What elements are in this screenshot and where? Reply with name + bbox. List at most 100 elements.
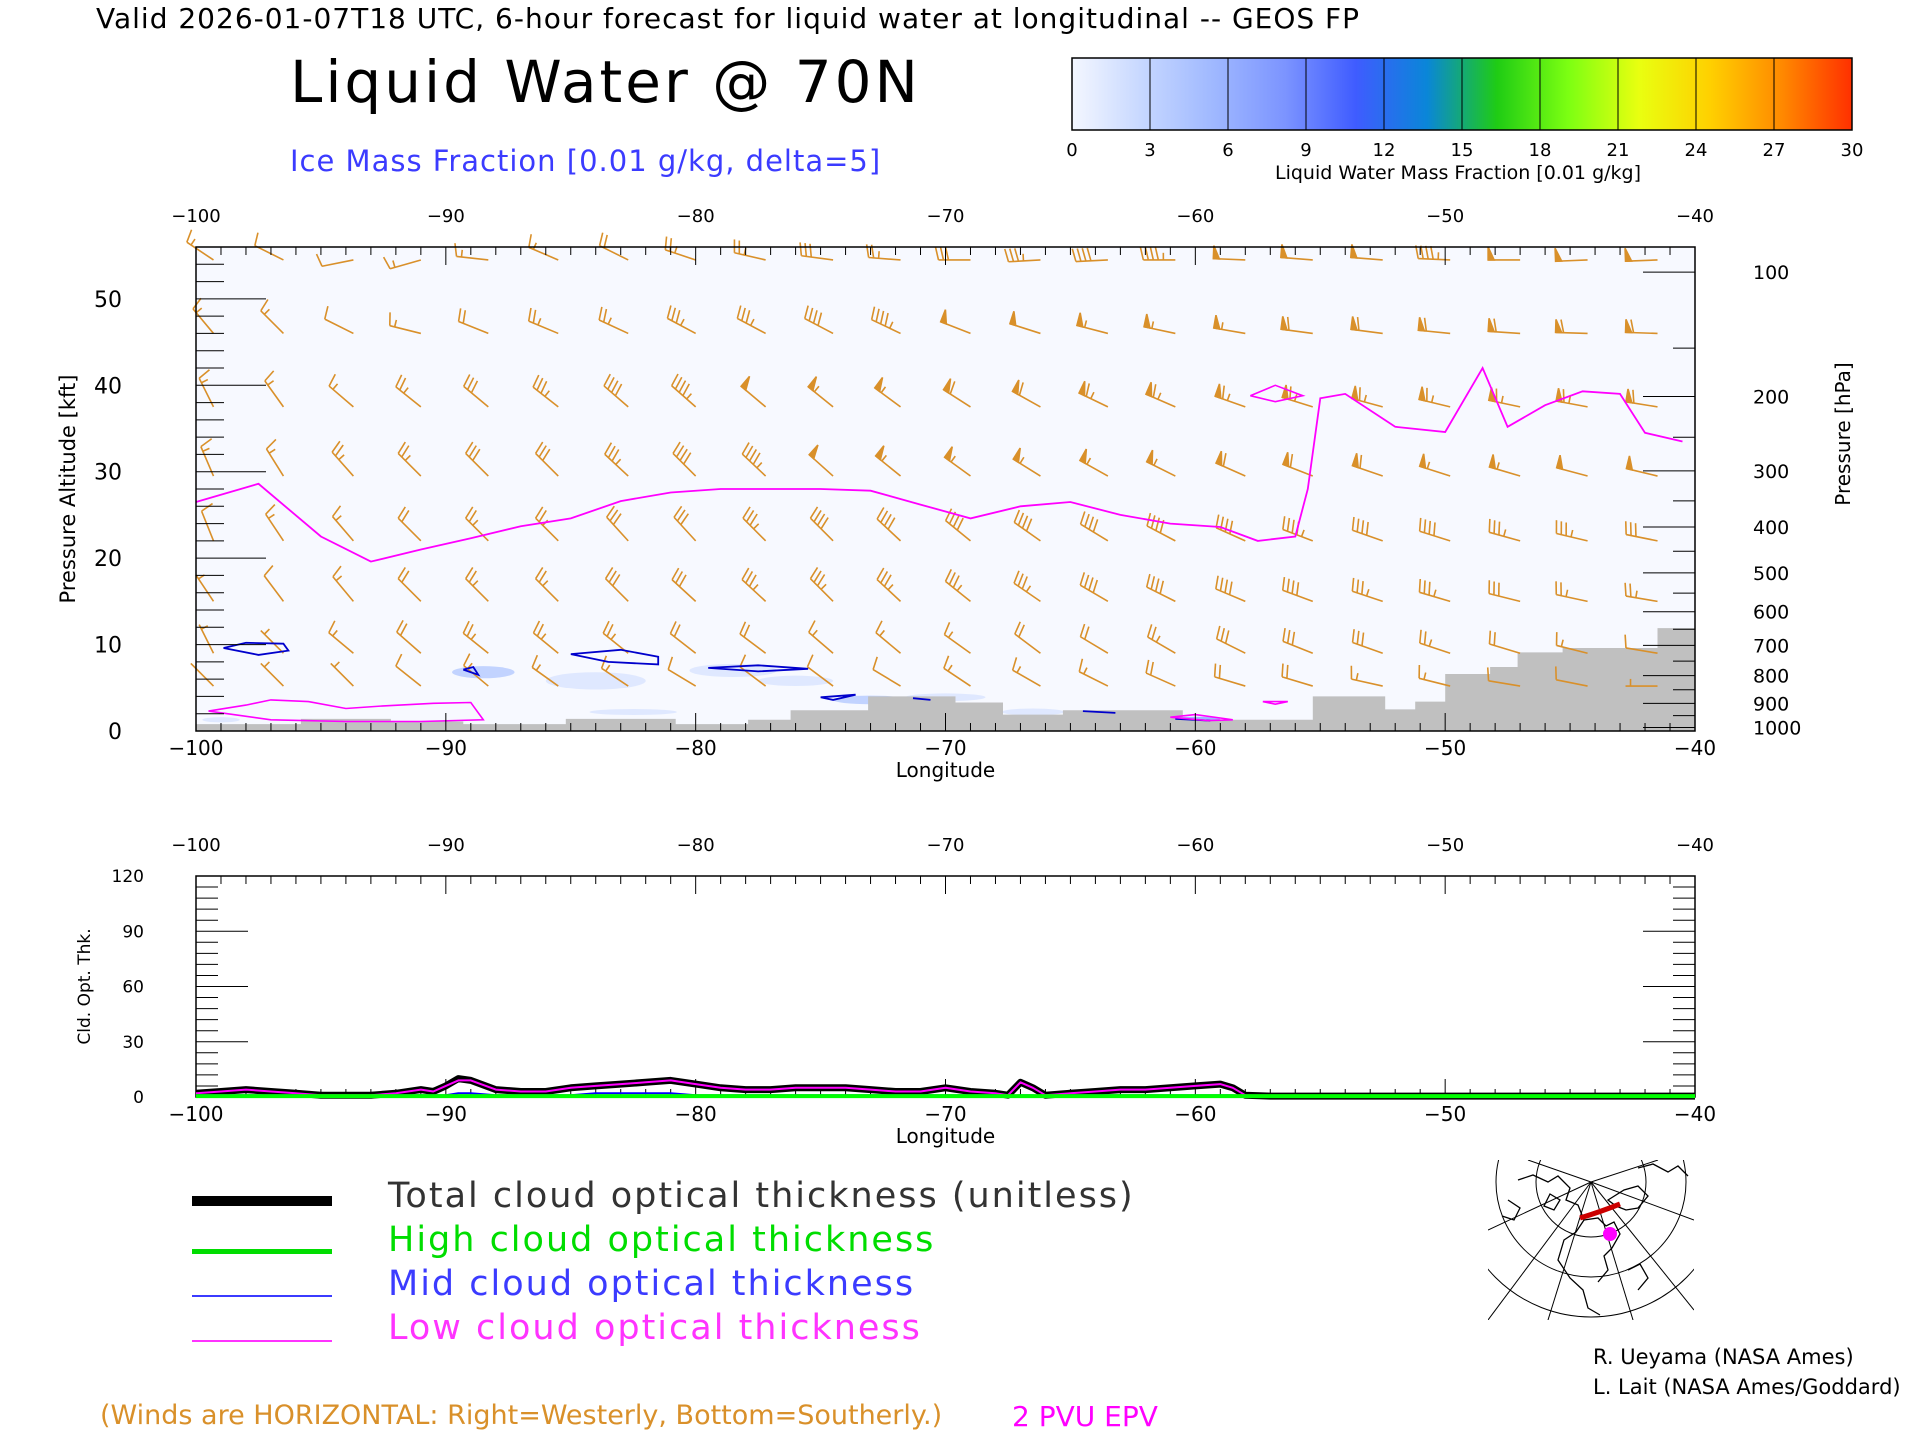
wind-barb-half-feather — [202, 447, 210, 452]
wind-barb-feather — [1423, 631, 1427, 645]
wind-barb-feather — [607, 377, 615, 390]
x-tick-label-bottom: −60 — [1174, 736, 1216, 760]
wind-barb-half-feather — [335, 575, 343, 582]
wind-barb-shaft — [808, 631, 834, 654]
x-tick-label-bottom: −70 — [924, 736, 966, 760]
map-meridian — [1590, 1181, 1694, 1311]
wind-barb-half-feather — [752, 584, 759, 591]
legend-swatch-mid — [192, 1295, 332, 1297]
wind-barb-feather — [606, 505, 615, 518]
wind-barb — [1554, 319, 1588, 335]
wind-barb-pennant — [1281, 384, 1289, 401]
wind-barb-feather — [532, 620, 541, 634]
wind-barb-feather — [201, 502, 214, 512]
wind-barb-half-feather — [392, 260, 396, 268]
wind-barb — [939, 309, 971, 335]
wind-barb-pennant — [1625, 388, 1633, 404]
wind-barb-half-feather — [190, 238, 196, 246]
wind-barb-feather — [943, 621, 951, 635]
wind-barb-half-feather — [338, 454, 345, 461]
wind-barb-feather — [944, 568, 952, 582]
wind-barb-shaft — [1146, 525, 1176, 542]
wind-barb-shaft — [331, 451, 354, 477]
wind-barb — [670, 373, 697, 408]
wind-barb-half-feather — [1433, 589, 1437, 597]
wind-barb-feather — [948, 572, 956, 585]
wind-barb — [873, 376, 902, 408]
wind-barb-feather — [812, 310, 818, 324]
pressure-tick-label: 100 — [1753, 262, 1789, 284]
wind-barb-half-feather — [950, 455, 956, 463]
wind-barb — [332, 565, 355, 602]
wind-barb — [532, 374, 559, 408]
otd-x-tick-label-top: −60 — [1176, 835, 1214, 856]
wind-barb-feather — [808, 620, 816, 633]
wind-barb-half-feather — [1570, 529, 1574, 538]
low-cloud-east — [1170, 713, 1233, 722]
wind-barb-shaft — [465, 578, 489, 602]
wind-barb — [531, 654, 559, 687]
wind-barb — [464, 506, 489, 542]
wind-barb-feather — [872, 656, 878, 670]
wind-barb-pennant — [1281, 451, 1290, 468]
wind-barb-pennant — [1624, 247, 1633, 263]
wind-barb-feather — [1215, 625, 1221, 640]
wind-barb-half-feather — [811, 629, 818, 637]
y-axis — [196, 263, 266, 732]
credit-author-1: R. Ueyama (NASA Ames) — [1593, 1345, 1854, 1369]
wind-barb — [808, 444, 834, 477]
wind-barb-shaft — [1352, 641, 1383, 654]
wind-barb-shaft — [806, 666, 834, 687]
otd-x-tick-label-bottom: −90 — [425, 1102, 467, 1126]
otd-x-tick-label-bottom: −100 — [169, 1102, 224, 1126]
map-meridian — [1527, 1160, 1592, 1183]
wind-barb — [1008, 311, 1041, 335]
wind-barb-feather — [1218, 664, 1222, 679]
wind-barb — [809, 506, 834, 542]
map-latitude-circle — [1488, 1268, 1694, 1318]
wind-barb-feather — [1220, 627, 1226, 642]
wind-barb-shaft — [528, 320, 559, 335]
wind-barb-feather — [1286, 517, 1291, 532]
wind-barb-feather — [1017, 512, 1025, 526]
wind-barb-half-feather — [749, 318, 755, 326]
wind-barb — [1418, 578, 1451, 603]
wind-barb-half-feather — [333, 661, 340, 668]
x-tick-label-bottom: −100 — [169, 736, 224, 760]
wind-barb — [263, 565, 285, 602]
colorbar-tick-label: 9 — [1300, 140, 1312, 161]
liquid-patch-1 — [202, 717, 240, 723]
wind-barb — [457, 308, 489, 335]
wind-barb-feather — [1356, 630, 1360, 645]
wind-barb-shaft — [1214, 676, 1246, 687]
wind-barb-shaft — [604, 453, 629, 477]
wind-barb-half-feather — [1565, 589, 1569, 597]
wind-barb-half-feather — [1568, 396, 1572, 404]
wind-barb-feather — [401, 510, 410, 523]
wind-barb-shaft — [1489, 531, 1521, 542]
wind-barb — [673, 505, 697, 542]
wind-barb-shaft — [535, 578, 559, 602]
wind-barb-feather — [1286, 664, 1289, 679]
wind-barb — [943, 621, 971, 654]
wind-barb-feather — [454, 243, 458, 257]
wind-barb — [1212, 245, 1246, 261]
wind-barb-feather — [1281, 576, 1286, 591]
x-tick-label-bottom: −40 — [1674, 736, 1716, 760]
wind-barb-pennant — [1143, 313, 1151, 330]
colorbar — [1071, 57, 1853, 131]
wind-barb-feather — [462, 310, 467, 324]
wind-barb-feather — [1224, 630, 1230, 644]
wind-barb-shaft — [1489, 643, 1521, 654]
wind-barb-shaft — [1145, 672, 1176, 687]
wind-barb-shaft — [606, 516, 629, 542]
wind-barb — [598, 232, 629, 261]
wind-barb-pennant — [1418, 453, 1427, 470]
wind-barb-feather — [674, 376, 683, 390]
wind-barb-feather — [1076, 248, 1082, 262]
wind-barb-feather — [1286, 316, 1290, 331]
wind-barb-feather — [1493, 632, 1496, 646]
legend-swatch-total — [192, 1196, 332, 1206]
wind-barb-shaft — [872, 668, 901, 687]
wind-barb-half-feather — [268, 513, 275, 520]
